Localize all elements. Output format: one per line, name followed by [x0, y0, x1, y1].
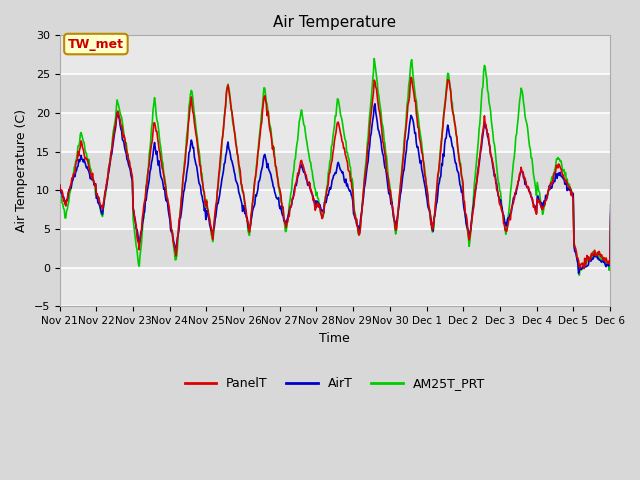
AirT [232, 179, 240, 185]
Bar [60, 268, 610, 306]
AirT [56, 182, 63, 188]
AirT [125, 162, 132, 168]
Legend: PanelT, AirT, AM25T_PRT: PanelT, AirT, AM25T_PRT [180, 372, 490, 396]
AirT [284, 215, 292, 220]
Bar [60, 229, 610, 268]
PanelT [580, 266, 588, 272]
Y-axis label: Air Temperature (C): Air Temperature (C) [15, 109, 28, 232]
AirT [262, 155, 269, 160]
Line: AM25T_PRT: AM25T_PRT [60, 59, 640, 275]
PanelT [415, 125, 422, 131]
Bar [60, 36, 610, 74]
AM25T_PRT [232, 144, 240, 149]
AM25T_PRT [284, 216, 292, 222]
X-axis label: Time: Time [319, 332, 350, 345]
AirT [448, 139, 456, 145]
AM25T_PRT [56, 193, 63, 199]
AirT [575, 271, 582, 276]
AM25T_PRT [448, 98, 456, 104]
Bar [60, 152, 610, 190]
PanelT [56, 182, 63, 188]
AM25T_PRT [371, 56, 378, 61]
AM25T_PRT [575, 272, 583, 278]
AM25T_PRT [262, 91, 269, 97]
AirT [371, 101, 379, 107]
Text: TW_met: TW_met [68, 37, 124, 50]
PanelT [232, 144, 240, 150]
PanelT [284, 218, 292, 224]
PanelT [125, 157, 132, 163]
Line: AirT: AirT [60, 104, 640, 274]
Bar [60, 113, 610, 152]
PanelT [407, 74, 415, 80]
Line: PanelT: PanelT [60, 77, 640, 269]
Bar [60, 190, 610, 229]
PanelT [448, 100, 456, 106]
Bar [60, 74, 610, 113]
AM25T_PRT [415, 118, 422, 124]
AM25T_PRT [125, 156, 132, 162]
PanelT [262, 97, 269, 103]
AirT [415, 149, 422, 155]
Title: Air Temperature: Air Temperature [273, 15, 396, 30]
